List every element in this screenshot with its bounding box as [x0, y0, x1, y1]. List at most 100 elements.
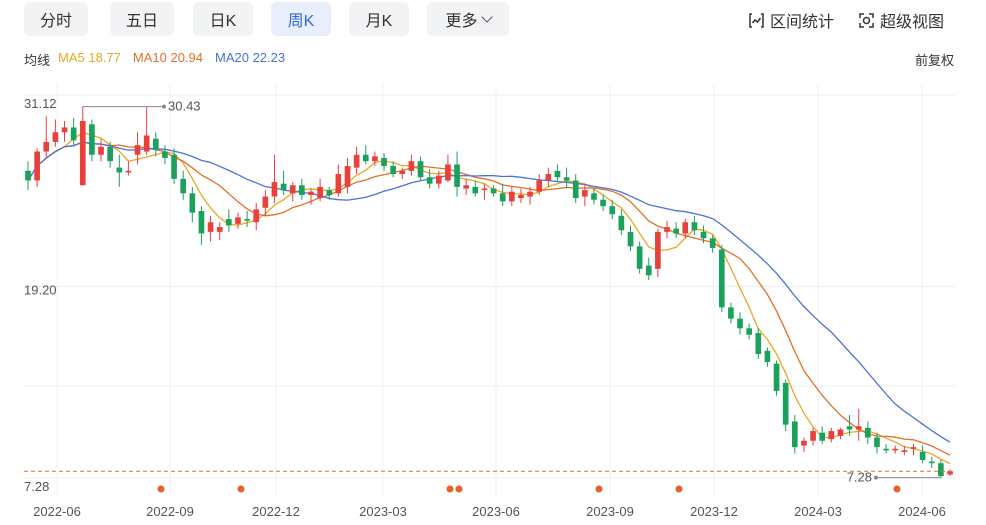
- adjust-mode[interactable]: 前复权: [914, 53, 954, 68]
- candle-body: [162, 151, 168, 158]
- candle-body: [682, 222, 689, 234]
- super-view-button[interactable]: 超级视图: [858, 8, 944, 32]
- candle-body: [563, 177, 570, 181]
- candle-body: [107, 146, 113, 162]
- event-marker: [237, 485, 245, 493]
- candle-body: [618, 215, 625, 231]
- candle-body: [545, 174, 552, 181]
- candle-body: [180, 178, 187, 194]
- candle-body: [152, 138, 159, 150]
- candlestick-chart[interactable]: 2022-06 2022-09 2022-12 2023-03 2023-06 2023-…: [0, 78, 986, 525]
- candle-body: [372, 156, 378, 162]
- candle-body: [216, 227, 223, 232]
- ma5-line: [27, 131, 951, 465]
- high-marker-dot: [162, 104, 166, 109]
- candle-body: [518, 194, 524, 199]
- candle-body: [43, 141, 50, 152]
- candle-body: [390, 166, 396, 175]
- candle-body: [408, 161, 415, 171]
- candle-body: [755, 333, 762, 354]
- tab-monthly-k[interactable]: 月K: [349, 2, 409, 36]
- candle-body: [718, 249, 725, 308]
- candle-body: [79, 121, 86, 186]
- high-annotation: 30.43: [168, 99, 201, 114]
- candle-body: [901, 450, 908, 452]
- candle-body: [125, 170, 132, 173]
- candle-body: [591, 193, 597, 200]
- candle-body: [536, 180, 543, 192]
- tab-daily-k[interactable]: 日K: [193, 2, 253, 36]
- ma10-line: [27, 141, 951, 456]
- tab-intraday[interactable]: 分时: [24, 2, 88, 36]
- candle-body: [463, 185, 470, 189]
- candle-body: [554, 170, 561, 178]
- super-view-icon: [859, 12, 874, 28]
- x-tick-label: 2023-06: [472, 504, 520, 519]
- candle-body: [98, 146, 104, 155]
- low-marker-dot: [874, 475, 878, 480]
- candle-body: [454, 164, 460, 187]
- x-tick-label: 2022-12: [252, 504, 300, 519]
- candle-body: [499, 193, 506, 202]
- ma-label: 均线: [24, 53, 51, 68]
- candle-body: [417, 161, 424, 178]
- tab-five-day[interactable]: 五日: [110, 2, 174, 36]
- chevron-down-icon: [480, 10, 493, 23]
- event-marker: [893, 485, 901, 493]
- candle-body: [572, 180, 579, 199]
- candle-body: [728, 307, 734, 319]
- x-tick-label: 2022-06: [33, 504, 81, 519]
- candle-body: [435, 175, 442, 184]
- candle-body: [317, 186, 323, 199]
- event-marker: [595, 485, 603, 493]
- candle-body: [472, 186, 479, 194]
- candle-body: [235, 217, 241, 224]
- candle-body: [271, 182, 278, 197]
- low-annotation: 7.28: [847, 470, 872, 485]
- candle-body: [764, 350, 771, 363]
- candle-body: [70, 127, 77, 141]
- candle-body: [353, 154, 360, 168]
- candle-body: [947, 471, 953, 475]
- range-stats-icon: [749, 12, 764, 28]
- candle-body: [527, 191, 533, 197]
- candle-body: [700, 231, 707, 239]
- tab-more[interactable]: 更多: [427, 2, 509, 36]
- candle-body: [883, 448, 889, 451]
- ma5-value: MA5 18.77: [58, 50, 121, 65]
- candle-body: [874, 437, 880, 448]
- ma10-value: MA10 20.94: [132, 50, 203, 65]
- candle-body: [673, 228, 679, 234]
- candle-body: [855, 426, 862, 430]
- ma20-line: [27, 141, 951, 443]
- candle-body: [244, 219, 250, 221]
- candle-body: [655, 231, 661, 269]
- candle-body: [490, 188, 497, 194]
- tab-weekly-k[interactable]: 周K: [271, 2, 331, 36]
- event-marker: [446, 485, 454, 493]
- ma20-value: MA20 22.23: [215, 50, 286, 65]
- candle-body: [308, 191, 314, 195]
- candle-body: [426, 177, 433, 184]
- range-stats-button[interactable]: 区间统计: [748, 8, 834, 32]
- candle-body: [600, 199, 606, 207]
- candle-body: [508, 191, 515, 202]
- candle-body: [445, 164, 451, 181]
- candle-body: [746, 328, 752, 335]
- event-marker: [455, 485, 463, 493]
- candle-body: [299, 185, 305, 195]
- candle-body: [143, 135, 150, 152]
- candle-body: [399, 170, 406, 175]
- candle-body: [828, 431, 835, 440]
- candle-body: [207, 222, 214, 232]
- candle-body: [846, 426, 853, 430]
- candle-body: [691, 222, 698, 231]
- candle-body: [280, 183, 287, 191]
- candle-body: [289, 185, 296, 194]
- candle-body: [34, 151, 40, 181]
- candle-body: [335, 174, 342, 194]
- candle-body: [782, 382, 789, 425]
- candle-body: [645, 265, 652, 276]
- candle-body: [819, 432, 826, 441]
- x-tick-label: 2023-12: [690, 504, 738, 519]
